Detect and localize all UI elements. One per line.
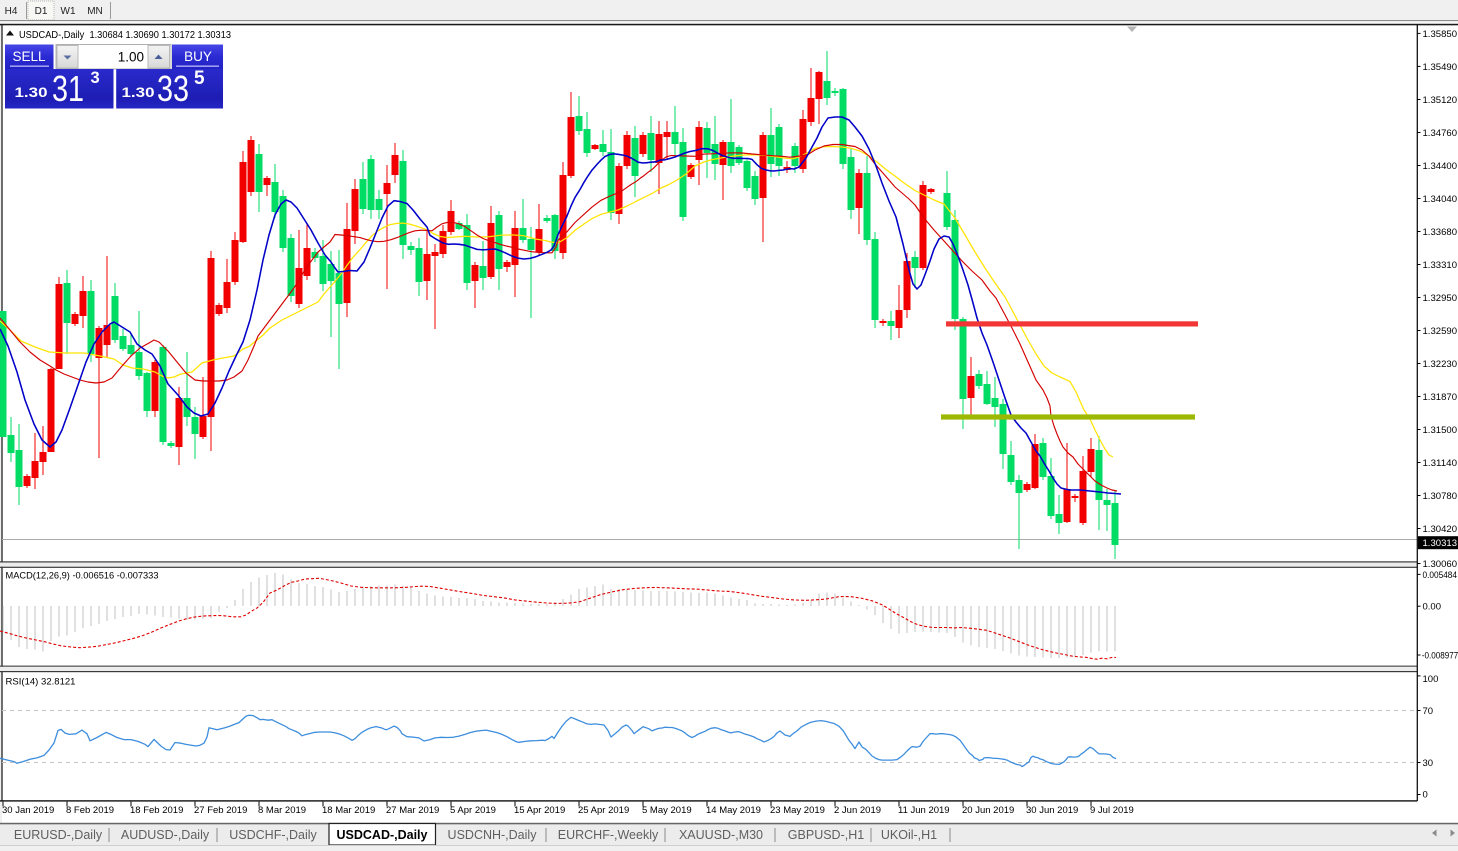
svg-text:USDCAD-,Daily 1.30684 1.30690: USDCAD-,Daily 1.30684 1.30690 1.30172 1.… bbox=[19, 30, 231, 41]
svg-text:1.30420: 1.30420 bbox=[1423, 524, 1458, 535]
svg-text:1.35850: 1.35850 bbox=[1423, 29, 1458, 40]
svg-text:0.00: 0.00 bbox=[1423, 602, 1442, 613]
svg-text:5: 5 bbox=[194, 68, 205, 89]
svg-text:9 Jul 2019: 9 Jul 2019 bbox=[1090, 805, 1134, 816]
svg-text:1.30780: 1.30780 bbox=[1423, 491, 1458, 502]
svg-text:1.34400: 1.34400 bbox=[1423, 161, 1458, 172]
svg-text:1.00: 1.00 bbox=[118, 50, 144, 65]
svg-text:RSI(14) 32.8121: RSI(14) 32.8121 bbox=[6, 677, 76, 688]
svg-text:1.35490: 1.35490 bbox=[1423, 62, 1458, 73]
svg-text:1.33310: 1.33310 bbox=[1423, 260, 1458, 271]
svg-text:25 Apr 2019: 25 Apr 2019 bbox=[578, 805, 629, 816]
svg-text:USDCHF-,Daily: USDCHF-,Daily bbox=[229, 828, 317, 842]
svg-text:8 Feb 2019: 8 Feb 2019 bbox=[66, 805, 114, 816]
svg-text:1.32230: 1.32230 bbox=[1423, 359, 1458, 370]
svg-text:27 Mar 2019: 27 Mar 2019 bbox=[386, 805, 439, 816]
svg-text:1.31140: 1.31140 bbox=[1423, 458, 1458, 469]
svg-text:2 Jun 2019: 2 Jun 2019 bbox=[834, 805, 881, 816]
svg-text:W1: W1 bbox=[61, 6, 76, 17]
svg-text:8 Mar 2019: 8 Mar 2019 bbox=[258, 805, 306, 816]
svg-text:1.30313: 1.30313 bbox=[1423, 538, 1458, 549]
svg-text:14 May 2019: 14 May 2019 bbox=[706, 805, 761, 816]
svg-text:1.35120: 1.35120 bbox=[1423, 95, 1458, 106]
svg-text:1.33680: 1.33680 bbox=[1423, 227, 1458, 238]
svg-text:18 Mar 2019: 18 Mar 2019 bbox=[322, 805, 375, 816]
svg-text:EURUSD-,Daily: EURUSD-,Daily bbox=[14, 828, 103, 842]
svg-text:1.31870: 1.31870 bbox=[1423, 392, 1458, 403]
svg-text:5 May 2019: 5 May 2019 bbox=[642, 805, 692, 816]
svg-text:5 Apr 2019: 5 Apr 2019 bbox=[450, 805, 496, 816]
svg-text:EURCHF-,Weekly: EURCHF-,Weekly bbox=[558, 828, 659, 842]
svg-text:-0.008977: -0.008977 bbox=[1422, 651, 1458, 662]
svg-text:GBPUSD-,H1: GBPUSD-,H1 bbox=[788, 828, 864, 842]
svg-text:1.30: 1.30 bbox=[15, 84, 48, 100]
svg-text:1.32950: 1.32950 bbox=[1423, 293, 1458, 304]
svg-text:30 Jun 2019: 30 Jun 2019 bbox=[1026, 805, 1078, 816]
svg-text:D1: D1 bbox=[35, 6, 48, 17]
svg-text:11 Jun 2019: 11 Jun 2019 bbox=[898, 805, 950, 816]
svg-text:3: 3 bbox=[91, 69, 100, 87]
svg-text:BUY: BUY bbox=[184, 49, 212, 64]
svg-text:1.30060: 1.30060 bbox=[1423, 559, 1458, 570]
svg-text:UKOil-,H1: UKOil-,H1 bbox=[881, 828, 937, 842]
svg-text:1.31500: 1.31500 bbox=[1423, 425, 1458, 436]
svg-text:15 Apr 2019: 15 Apr 2019 bbox=[514, 805, 565, 816]
svg-text:0: 0 bbox=[1423, 790, 1428, 801]
svg-text:1.32590: 1.32590 bbox=[1423, 326, 1458, 337]
svg-text:30 Jan 2019: 30 Jan 2019 bbox=[2, 805, 54, 816]
svg-text:27 Feb 2019: 27 Feb 2019 bbox=[194, 805, 247, 816]
svg-text:31: 31 bbox=[52, 68, 84, 109]
svg-text:USDCAD-,Daily: USDCAD-,Daily bbox=[337, 828, 428, 842]
svg-text:XAUUSD-,M30: XAUUSD-,M30 bbox=[679, 828, 763, 842]
svg-text:30: 30 bbox=[1423, 758, 1434, 769]
svg-text:1.34760: 1.34760 bbox=[1423, 128, 1458, 139]
svg-text:AUDUSD-,Daily: AUDUSD-,Daily bbox=[121, 828, 210, 842]
svg-text:1.30: 1.30 bbox=[122, 84, 155, 100]
svg-text:MN: MN bbox=[87, 6, 103, 17]
svg-text:33: 33 bbox=[157, 68, 189, 109]
svg-text:100: 100 bbox=[1423, 674, 1439, 685]
svg-text:USDCNH-,Daily: USDCNH-,Daily bbox=[448, 828, 538, 842]
svg-text:70: 70 bbox=[1423, 706, 1434, 717]
svg-text:23 May 2019: 23 May 2019 bbox=[770, 805, 825, 816]
svg-text:0.005484: 0.005484 bbox=[1423, 570, 1458, 581]
svg-text:H4: H4 bbox=[5, 6, 18, 17]
svg-text:MACD(12,26,9) -0.006516 -0.007: MACD(12,26,9) -0.006516 -0.007333 bbox=[6, 571, 159, 582]
svg-text:SELL: SELL bbox=[12, 49, 46, 64]
svg-text:1.34040: 1.34040 bbox=[1423, 194, 1458, 205]
svg-text:20 Jun 2019: 20 Jun 2019 bbox=[962, 805, 1014, 816]
svg-text:18 Feb 2019: 18 Feb 2019 bbox=[130, 805, 183, 816]
